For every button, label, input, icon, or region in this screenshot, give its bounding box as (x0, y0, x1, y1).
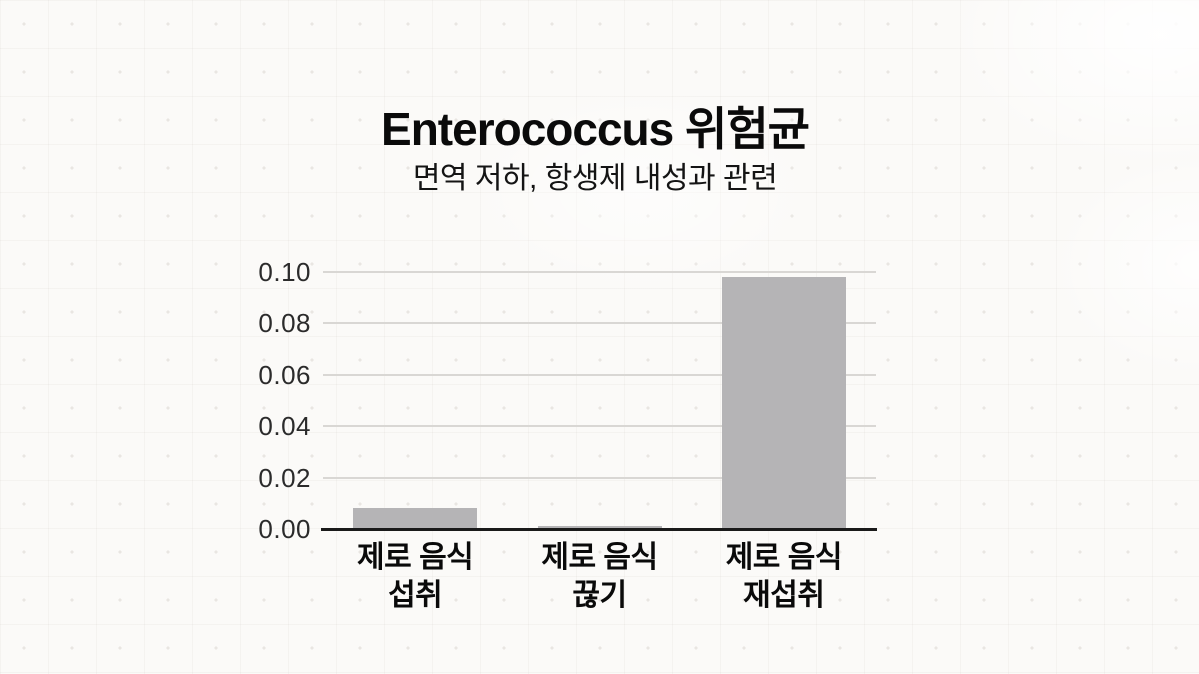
x-category-label-line: 끊기 (572, 579, 627, 612)
x-category-label-line: 제로 음식 (725, 541, 843, 574)
x-category-label-line: 재섭취 (743, 579, 825, 612)
y-tick-label: 0.04 (258, 411, 311, 442)
gridline (323, 271, 876, 273)
gridline (323, 322, 876, 325)
x-category-label-line: 섭취 (388, 579, 443, 612)
y-tick-label: 0.06 (258, 359, 311, 390)
y-tick-label: 0.02 (258, 462, 311, 493)
gridline (323, 476, 876, 479)
x-category-label-line: 제로 음식 (357, 541, 474, 574)
chart-title: Enterococcus 위험균 (381, 103, 810, 155)
bar-2 (537, 526, 662, 529)
bar-3 (721, 277, 846, 529)
bar-1 (353, 508, 478, 529)
x-axis-line (321, 528, 877, 531)
x-category-label-line: 제로 음식 (541, 541, 658, 574)
gridline (323, 373, 876, 376)
y-tick-label: 0.00 (258, 514, 311, 544)
y-tick-label: 0.08 (258, 308, 311, 339)
gridline (323, 425, 876, 428)
y-tick-label: 0.10 (258, 257, 311, 287)
plot-area: 0.00 0.02 0.04 0.06 0.08 0.10 제로 음식 섭취 제로 음식 끊기 제로… (258, 257, 877, 612)
chart-subtitle: 면역 저하, 항생제 내성과 관련 (412, 162, 778, 195)
